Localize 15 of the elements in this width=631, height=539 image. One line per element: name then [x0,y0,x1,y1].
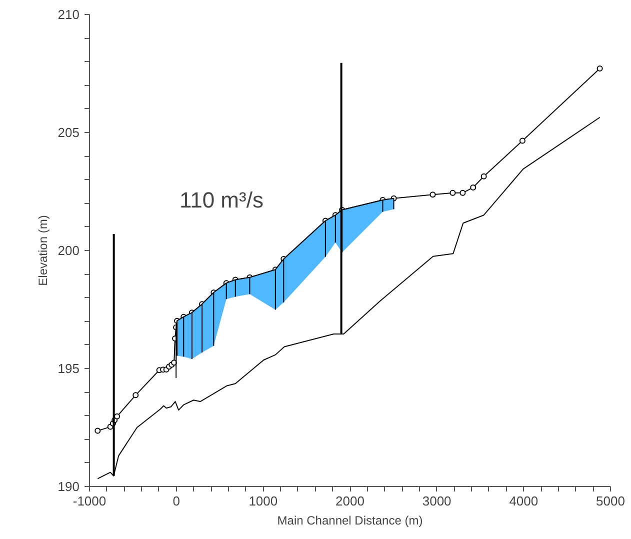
y-tick-label: 190 [58,479,80,494]
y-tick-label: 205 [58,125,80,140]
y-tick-label: 200 [58,243,80,258]
x-tick-label: 1000 [248,494,278,508]
x-tick-label: 0 [172,494,180,508]
x-tick-label: 3000 [422,494,452,508]
annotation: 110 m³/s [180,188,264,212]
x-tick-label: 4000 [509,494,538,508]
x-tick-label: 2000 [336,494,364,508]
y-tick-label: 195 [58,361,80,376]
y-tick-label: 210 [58,7,80,22]
x-tick-label: 5000 [596,494,625,508]
x-tick-label: -1000 [72,494,106,508]
x-axis-title: Main Channel Distance (m) [277,514,423,528]
y-axis-title: Elevation (m) [36,215,50,286]
